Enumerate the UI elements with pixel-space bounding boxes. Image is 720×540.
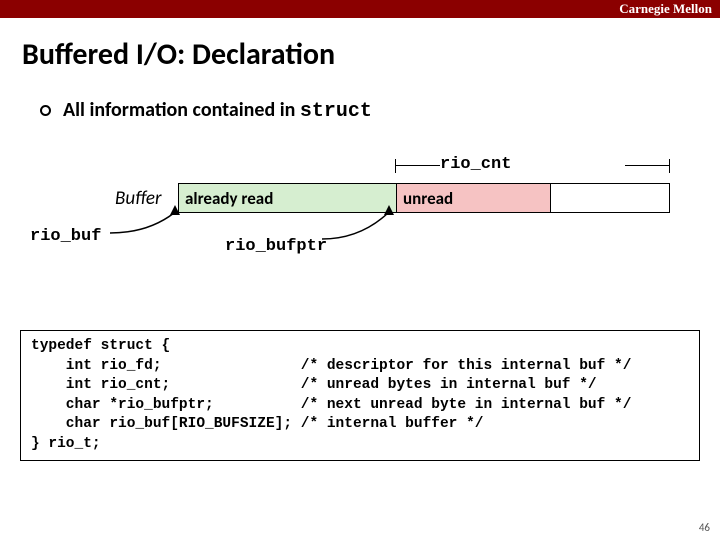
segment-unread: unread	[396, 184, 551, 212]
page-title: Buffered I/O: Declaration	[22, 36, 335, 73]
code-line-2: int rio_fd; /* descriptor for this inter…	[31, 358, 631, 374]
code-line-6: } rio_t;	[31, 436, 101, 452]
code-block: typedef struct { int rio_fd; /* descript…	[20, 330, 700, 461]
page-number: 46	[699, 521, 710, 534]
code-line-4: char *rio_bufptr; /* next unread byte in…	[31, 397, 631, 413]
bullet-text-pre: All information contained in	[63, 98, 300, 122]
bullet-item: All information contained in struct	[40, 98, 372, 123]
segment-already-read-label: already read	[185, 188, 273, 209]
header-bar	[0, 0, 720, 18]
segment-empty	[551, 184, 669, 212]
segment-already-read: already read	[179, 184, 396, 212]
bullet-marker	[40, 105, 51, 116]
rio-bufptr-arrowhead	[384, 205, 394, 215]
bullet-text: All information contained in struct	[63, 98, 372, 123]
rio-bufptr-label: rio_bufptr	[225, 237, 327, 256]
buffer-diagram: rio_cnt Buffer already read unread rio_b…	[0, 145, 720, 305]
institution-label: Carnegie Mellon	[619, 1, 712, 17]
code-line-5: char rio_buf[RIO_BUFSIZE]; /* internal b…	[31, 416, 483, 432]
bullet-text-code: struct	[300, 100, 372, 123]
rio-buf-arrowhead	[170, 205, 180, 215]
code-line-3: int rio_cnt; /* unread bytes in internal…	[31, 377, 597, 393]
segment-unread-label: unread	[403, 188, 453, 209]
buffer-box: already read unread	[178, 183, 670, 213]
code-line-1: typedef struct {	[31, 338, 170, 354]
buffer-label: Buffer	[115, 187, 161, 210]
rio-buf-label: rio_buf	[30, 227, 101, 246]
rio-cnt-range	[395, 165, 670, 167]
